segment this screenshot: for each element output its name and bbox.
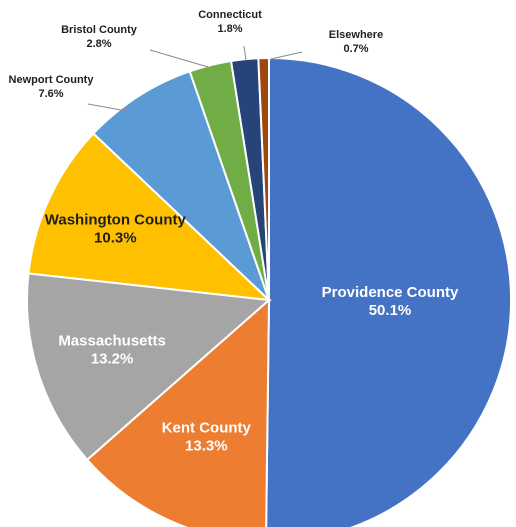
slice-label-name: Massachusetts (58, 333, 166, 350)
slice-label-percent: 50.1% (369, 302, 412, 319)
slice-label-percent: 13.2% (91, 351, 134, 368)
slice-label-name: Newport County (9, 74, 95, 86)
slice-label-percent: 0.7% (343, 43, 368, 55)
leader-line-connecticut (243, 45, 247, 61)
pie-slice-washington-county (27, 132, 272, 302)
slice-label-name: Elsewhere (329, 29, 383, 41)
slice-label-providence-county: Providence County 50.1% (322, 284, 459, 319)
slice-label-name: Connecticut (198, 9, 262, 21)
slice-label-kent-county: Kent County 13.3% (162, 419, 252, 454)
pie-slices (26, 56, 513, 527)
pie-slice-newport-county (91, 70, 270, 301)
slice-label-washington-county: Washington County 10.3% (45, 212, 187, 247)
slice-label-percent: 10.3% (94, 230, 137, 247)
slice-label-percent: 7.6% (38, 88, 63, 100)
slice-label-bristol-county: Bristol County 2.8% (61, 24, 138, 50)
slice-label-newport-county: Newport County 7.6% (9, 74, 95, 100)
slice-label-massachusetts: Massachusetts 13.2% (58, 333, 166, 368)
leader-line-bristol-county (149, 49, 209, 68)
slice-label-name: Providence County (322, 284, 459, 301)
slice-label-percent: 13.3% (185, 437, 228, 454)
slice-label-connecticut: Connecticut 1.8% (198, 9, 262, 35)
pie-slice-kent-county (85, 297, 271, 527)
leader-lines (87, 45, 303, 113)
slice-label-percent: 1.8% (217, 23, 242, 35)
pie-slice-providence-county (265, 56, 513, 527)
pie-slice-elsewhere (257, 56, 270, 301)
leader-line-elsewhere (270, 51, 303, 60)
pie-slice-massachusetts (26, 272, 272, 462)
leader-line-newport-county (87, 103, 133, 113)
slice-label-percent: 2.8% (86, 38, 111, 50)
slice-label-name: Washington County (45, 212, 187, 229)
slice-labels: Providence County 50.1% Kent County 13.3% Ma… (9, 9, 459, 454)
slice-label-name: Kent County (162, 419, 252, 436)
slice-label-elsewhere: Elsewhere 0.7% (329, 29, 383, 55)
slice-label-name: Bristol County (61, 24, 138, 36)
